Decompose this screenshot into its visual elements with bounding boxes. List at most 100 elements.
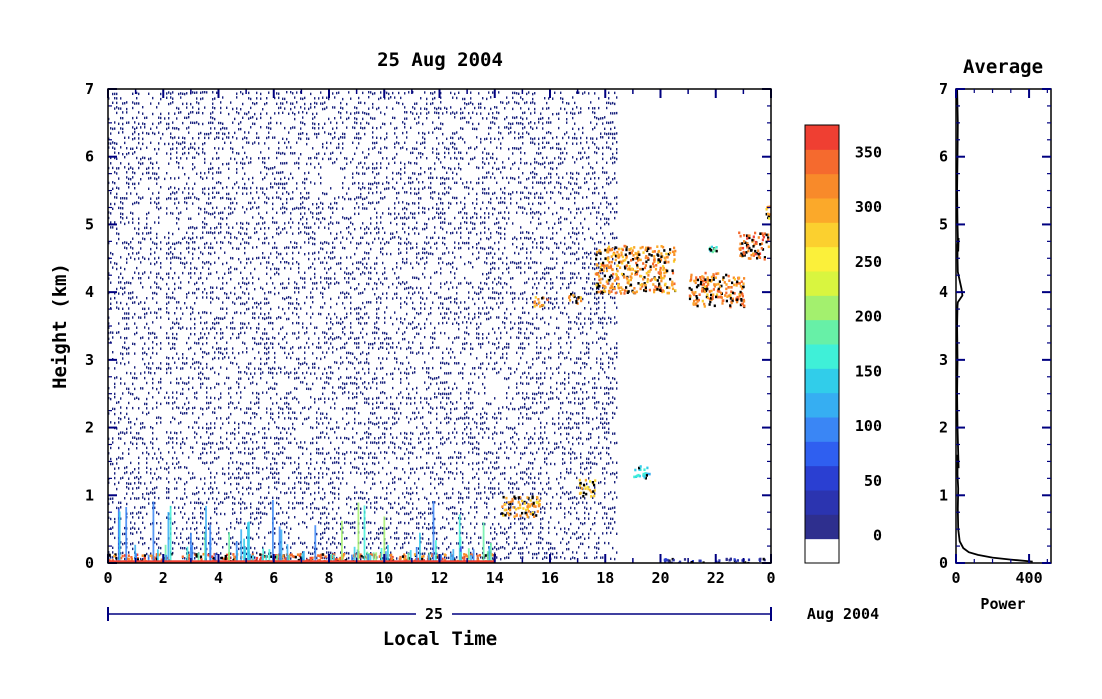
noise-speck xyxy=(200,347,202,351)
noise-speck xyxy=(390,396,392,399)
noise-speck xyxy=(140,316,142,319)
noise-speck xyxy=(252,142,254,145)
noise-speck xyxy=(242,277,244,280)
noise-speck xyxy=(118,307,120,310)
noise-speck xyxy=(234,428,236,431)
noise-speck xyxy=(250,416,252,420)
noise-speck xyxy=(298,336,300,339)
noise-speck xyxy=(304,107,306,110)
noise-speck xyxy=(174,506,176,509)
noise-speck xyxy=(394,501,396,505)
noise-speck xyxy=(308,207,310,211)
noise-speck xyxy=(226,162,228,166)
noise-speck xyxy=(246,301,248,304)
noise-speck xyxy=(212,286,214,289)
noise-speck xyxy=(172,252,174,256)
noise-speck xyxy=(244,447,246,450)
noise-speck xyxy=(326,146,328,150)
noise-speck xyxy=(284,522,286,526)
noise-speck xyxy=(204,152,206,155)
noise-speck xyxy=(206,422,208,426)
noise-speck xyxy=(268,147,270,150)
noise-speck xyxy=(366,226,368,229)
noise-speck xyxy=(240,296,242,300)
noise-speck xyxy=(394,272,396,275)
noise-speck xyxy=(204,507,206,511)
noise-speck xyxy=(364,496,366,500)
noise-speck xyxy=(362,236,364,239)
noise-speck xyxy=(336,281,338,284)
noise-speck xyxy=(152,386,154,390)
noise-speck xyxy=(330,477,332,480)
noise-speck xyxy=(340,551,342,554)
noise-speck xyxy=(330,121,332,124)
noise-speck xyxy=(256,466,258,470)
noise-speck xyxy=(206,401,208,405)
noise-speck xyxy=(324,531,326,534)
noise-speck xyxy=(282,102,284,105)
noise-speck xyxy=(314,101,316,105)
noise-speck xyxy=(276,156,278,160)
noise-speck xyxy=(194,501,196,504)
noise-speck xyxy=(138,232,140,236)
noise-speck xyxy=(148,452,150,456)
noise-speck xyxy=(260,92,262,96)
noise-speck xyxy=(370,537,372,540)
noise-speck xyxy=(318,127,320,130)
noise-speck xyxy=(234,407,236,410)
noise-speck xyxy=(290,172,292,175)
noise-speck xyxy=(140,506,142,509)
noise-speck xyxy=(118,481,120,484)
noise-speck xyxy=(360,491,362,494)
noise-speck xyxy=(310,181,312,184)
noise-speck xyxy=(354,396,356,399)
noise-speck xyxy=(202,487,204,490)
noise-speck xyxy=(180,261,182,264)
noise-speck xyxy=(256,401,258,405)
noise-speck xyxy=(402,281,404,284)
noise-speck xyxy=(180,532,182,535)
noise-speck xyxy=(158,207,160,211)
noise-speck xyxy=(286,431,288,434)
noise-speck xyxy=(364,381,366,384)
noise-speck xyxy=(152,131,154,135)
noise-speck xyxy=(374,456,376,459)
noise-speck xyxy=(116,142,118,145)
noise-speck xyxy=(136,417,138,421)
noise-speck xyxy=(190,477,192,480)
noise-speck xyxy=(316,441,318,444)
noise-speck xyxy=(398,367,400,371)
noise-speck xyxy=(374,506,376,509)
noise-speck xyxy=(236,237,238,240)
noise-speck xyxy=(238,186,240,189)
noise-speck xyxy=(370,506,372,509)
noise-speck xyxy=(330,377,332,380)
noise-speck xyxy=(328,97,330,101)
noise-speck xyxy=(146,552,148,556)
noise-speck xyxy=(290,462,292,465)
noise-speck xyxy=(218,406,220,409)
noise-speck xyxy=(394,547,396,550)
noise-speck xyxy=(318,542,320,545)
noise-speck xyxy=(228,296,230,300)
noise-speck xyxy=(130,241,132,244)
noise-speck xyxy=(382,527,384,530)
noise-speck xyxy=(358,456,360,459)
noise-speck xyxy=(140,178,142,181)
noise-speck xyxy=(406,501,408,504)
noise-speck xyxy=(276,392,278,396)
noise-speck xyxy=(170,267,172,270)
noise-speck xyxy=(406,512,408,515)
noise-speck xyxy=(186,466,188,470)
noise-speck xyxy=(304,206,306,210)
noise-speck xyxy=(386,241,388,244)
noise-speck xyxy=(316,326,318,329)
noise-speck xyxy=(134,127,136,131)
noise-speck xyxy=(362,182,364,185)
noise-speck xyxy=(288,307,290,310)
noise-speck xyxy=(308,237,310,241)
noise-speck xyxy=(144,376,146,380)
noise-speck xyxy=(330,266,332,270)
noise-speck xyxy=(214,127,216,130)
noise-speck xyxy=(284,126,286,130)
